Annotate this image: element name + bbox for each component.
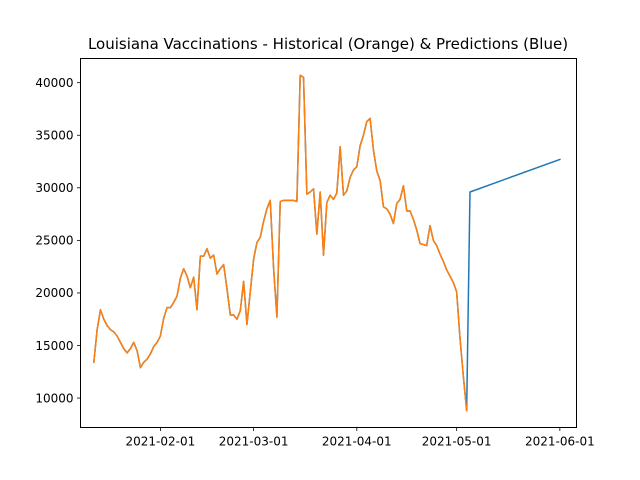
- x-tick-label: 2021-06-01: [525, 435, 595, 449]
- plot-area: [92, 74, 561, 412]
- x-axis: 2021-02-01 2021-03-01 2021-04-01 2021-05-01…: [126, 427, 595, 449]
- predictions-series-line: [92, 74, 561, 412]
- y-tick-label: 40000: [35, 76, 73, 90]
- x-tick-label: 2021-03-01: [219, 435, 289, 449]
- y-axis: 10000 15000 20000 25000 30000 35000 40000: [35, 76, 81, 405]
- y-tick-label: 35000: [35, 129, 73, 143]
- y-tick-label: 20000: [35, 286, 73, 300]
- chart-title: Louisiana Vaccinations - Historical (Ora…: [88, 35, 568, 53]
- y-tick-label: 25000: [35, 234, 73, 248]
- y-tick-label: 15000: [35, 339, 73, 353]
- y-tick-label: 30000: [35, 181, 73, 195]
- y-tick-label: 10000: [35, 391, 73, 405]
- x-tick-label: 2021-02-01: [126, 435, 196, 449]
- historical-series-line: [92, 74, 468, 412]
- x-tick-label: 2021-05-01: [422, 435, 492, 449]
- x-tick-label: 2021-04-01: [322, 435, 392, 449]
- axes-frame: [80, 58, 577, 428]
